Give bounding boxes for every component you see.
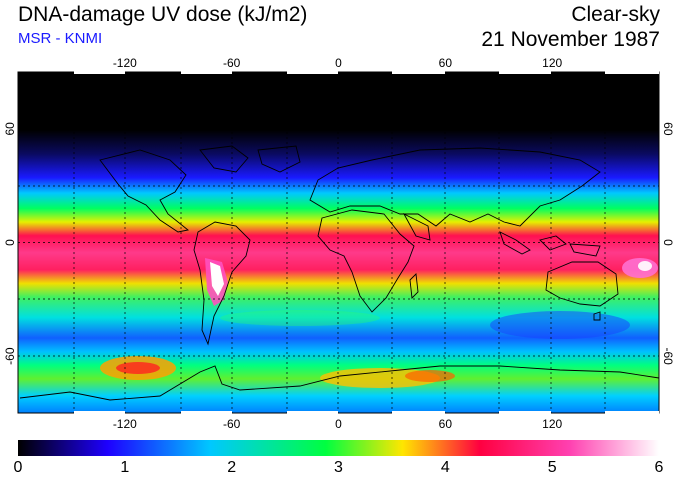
map-frame [17,71,660,414]
uv-field-details [100,258,658,388]
date-label: 21 November 1987 [481,28,660,51]
lon-tick-label: 60 [439,417,453,431]
colorbar-tick-label: 5 [547,459,557,476]
map-title: DNA-damage UV dose (kJ/m2) [18,3,308,26]
lat-tick-label: 0 [661,239,675,246]
coastlines [19,145,659,401]
colorbar-tick-label: 2 [227,459,237,476]
lon-tick-label: -60 [223,56,241,70]
source-label: MSR - KNMI [18,30,103,47]
lon-ticks-bottom: -120 -60 0 60 120 [113,417,563,431]
lon-tick-label: 0 [335,56,342,70]
frame-ticks [74,71,659,414]
lon-tick-label: 120 [542,417,562,431]
graticule [18,72,659,413]
colorbar-tick-label: 3 [334,459,343,476]
lon-tick-label: -60 [223,417,241,431]
lon-ticks-top: -120 -60 0 60 120 [113,56,563,70]
colorbar-tick-label: 6 [654,459,664,476]
sky-condition-label: Clear-sky [571,3,660,26]
colorbar-tick-label: 0 [13,459,23,476]
lon-tick-label: 60 [439,56,453,70]
lon-tick-label: -120 [113,56,137,70]
lat-tick-label: -60 [661,347,675,365]
lon-tick-label: -120 [113,417,137,431]
colorbar-tick-label: 1 [120,459,130,476]
colorbar-tick-label: 4 [440,459,450,476]
lat-ticks-right: 60 0 -60 [661,122,675,365]
lat-tick-label: 0 [3,239,17,246]
lat-tick-label: 60 [661,122,675,136]
lon-tick-label: 120 [542,56,562,70]
lat-ticks-left: 60 0 -60 [3,122,17,365]
lon-tick-label: 0 [335,417,342,431]
lat-tick-label: 60 [3,122,17,136]
lat-tick-label: -60 [3,347,17,365]
colorbar [18,440,659,456]
